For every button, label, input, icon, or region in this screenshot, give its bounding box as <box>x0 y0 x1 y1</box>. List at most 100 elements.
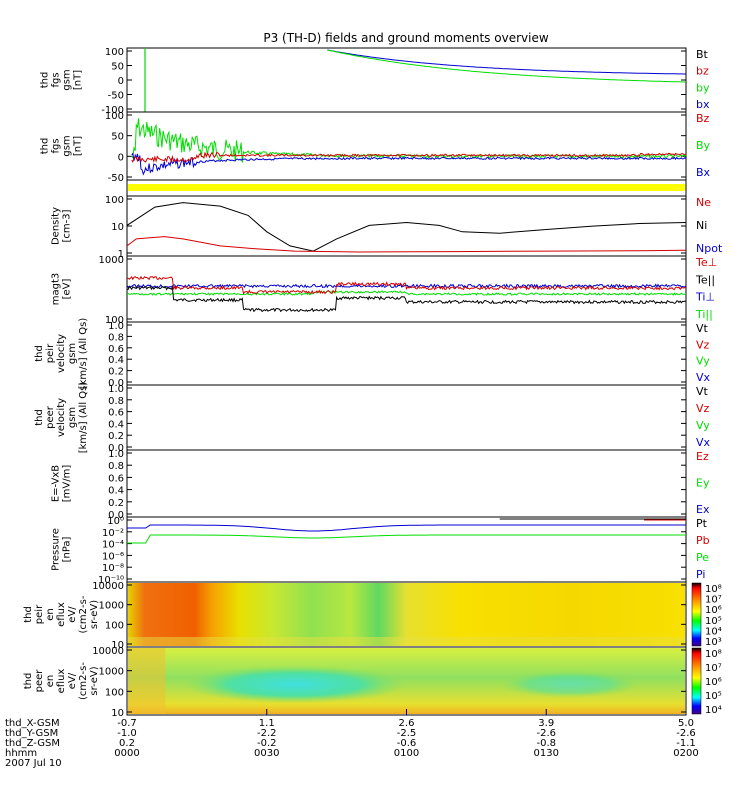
figure-title: P3 (TH-D) fields and ground moments over… <box>263 31 548 45</box>
y-tick-label: 1000 <box>99 601 124 612</box>
legend-entry: Vt <box>696 322 709 335</box>
by-line <box>131 118 687 163</box>
y-axis-label-line: gsm <box>62 135 73 156</box>
x-row-value: -2.6 <box>536 728 556 739</box>
y-axis-label-line: [km/s] (All Qs) <box>78 382 89 454</box>
bx-line <box>131 152 687 176</box>
x-row-label: thd_X-GSM <box>5 718 60 729</box>
y-tick-label: 0.2 <box>108 431 124 442</box>
y-axis-label-line: en <box>45 608 56 621</box>
y-axis-label-line: en <box>45 675 56 688</box>
y-axis-label-line: (cm2-s- <box>78 662 89 700</box>
legend-entry: bx <box>696 98 710 111</box>
y-axis-label: Pressure [nPa] <box>51 528 73 571</box>
panel-frame-electron_velocity <box>126 384 687 451</box>
y-tick-label: 0 <box>118 152 124 163</box>
legend-entry: Ex <box>696 503 710 516</box>
y-tick-label: -50 <box>108 173 124 184</box>
bz-line <box>131 151 687 164</box>
y-axis-label-line: [cm-3] <box>62 209 73 242</box>
y-axis-label: Density [cm-3] <box>51 207 73 245</box>
y-axis-label-line: peer <box>45 405 56 429</box>
y-tick-label: 100 <box>105 47 124 58</box>
x-row-value: -0.2 <box>257 738 277 749</box>
legend-entry: by <box>696 81 710 94</box>
y-tick-label: 10⁻¹⁰ <box>98 575 124 586</box>
x-row-value: 0030 <box>254 748 279 759</box>
y-tick-label: 10000 <box>92 646 124 657</box>
y-tick-label: 1.0 <box>108 384 124 395</box>
y-tick-label: 0.8 <box>108 332 124 343</box>
y-tick-label: -50 <box>108 91 124 102</box>
date-label: 2007 Jul 10 <box>5 758 62 769</box>
panel-frame-efield <box>126 449 687 518</box>
y-axis-label-line: [mV/m] <box>62 465 73 503</box>
x-row-value: 3.9 <box>538 718 554 729</box>
y-axis-label-line: thd <box>34 345 45 362</box>
legend-entry: Pb <box>696 534 710 547</box>
y-tick-label: 100 <box>105 315 124 326</box>
y-axis-label-line: magt3 <box>51 273 62 306</box>
legend-entry: Pt <box>696 517 708 530</box>
y-tick-label: 50 <box>111 62 124 73</box>
y-tick-label: 0.6 <box>108 344 124 355</box>
y-tick-label: 100 <box>105 687 124 698</box>
legend-entry: Vy <box>696 419 710 432</box>
x-row-value: 5.0 <box>678 718 694 729</box>
legend-entry: Vz <box>696 402 710 415</box>
y-axis-label-line: thd <box>40 138 51 155</box>
x-row-value: -0.7 <box>117 718 137 729</box>
pi-line <box>127 524 686 532</box>
y-axis-label-line: eV/ <box>67 606 78 623</box>
ti-par-line <box>126 290 687 296</box>
legend-entry: bz <box>696 65 709 78</box>
y-axis-label-line: velocity <box>56 334 67 373</box>
y-tick-label: 100 <box>105 111 124 122</box>
x-row-value: 0100 <box>394 748 419 759</box>
y-tick-label: 100 <box>105 620 124 631</box>
y-axis-label-line: Pressure <box>51 528 62 571</box>
legend-entry: Ti|| <box>695 308 713 321</box>
legend-entry: Vz <box>696 338 710 351</box>
y-axis-label: thd peir en eflux eV/(cm2-s-sr-eV) <box>23 595 100 633</box>
y-axis-label-line: thd <box>23 673 34 690</box>
y-tick-label: 10 <box>111 640 124 651</box>
y-axis-label-line: (cm2-s- <box>78 595 89 633</box>
legend-entry: Npot <box>696 242 723 255</box>
y-tick-label: 0.4 <box>108 419 124 430</box>
x-row-value: -2.6 <box>676 728 696 739</box>
electron-spectrogram-core <box>182 665 407 704</box>
panel-frame-fgs_gsm_bottom <box>126 111 687 181</box>
colorbar-label: 10⁷ <box>705 663 722 674</box>
legend-entry: Ey <box>696 477 710 490</box>
y-tick-label: -100 <box>101 105 124 116</box>
y-axis-label-line: [nPa] <box>62 536 73 562</box>
legend-entry: Vt <box>696 385 709 398</box>
legend-entry: Pi <box>696 568 705 581</box>
colorbar <box>691 582 702 647</box>
y-axis-label-line: [nT] <box>73 70 84 90</box>
y-axis-label-line: gsm <box>67 343 78 364</box>
legend-entry: Te|| <box>695 273 715 286</box>
y-axis-label: magt3 [eV] <box>51 273 73 306</box>
y-axis-label-line: fgs <box>51 72 62 87</box>
x-row-label: hhmm <box>5 748 37 759</box>
x-row-value: -1.1 <box>676 738 696 749</box>
electron-spectrogram-early <box>128 648 166 714</box>
legend-entry: Ez <box>696 450 709 463</box>
legend-entry: Vy <box>696 355 710 368</box>
pe-line <box>127 534 686 544</box>
x-row-value: 2.6 <box>399 718 415 729</box>
x-row-value: -0.6 <box>397 738 417 749</box>
y-tick-label: 10 <box>111 708 124 719</box>
y-axis-label-line: [nT] <box>73 136 84 156</box>
y-tick-label: 0.8 <box>108 461 124 472</box>
y-tick-label: 1.0 <box>108 321 124 332</box>
panel-frame-pressure <box>126 516 687 583</box>
colorbar-label: 10⁴ <box>705 626 722 637</box>
y-axis-label-line: E=-VxB <box>51 465 62 502</box>
legend-entry: Ni <box>696 219 707 232</box>
y-axis-label-line: peer <box>34 669 45 693</box>
colorbar-label: 10⁵ <box>705 616 722 627</box>
y-tick-label: 10⁻⁸ <box>102 563 124 574</box>
